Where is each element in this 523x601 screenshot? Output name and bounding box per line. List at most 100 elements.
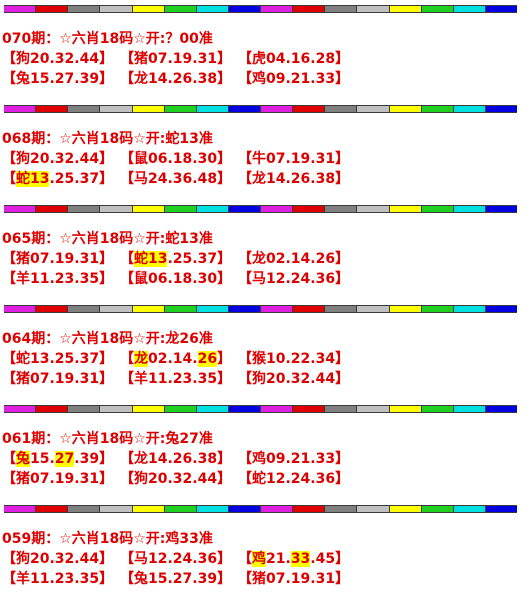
zodiac-numbers-text: 狗20.32.44: [16, 151, 100, 167]
left-bracket: 【: [120, 451, 134, 467]
right-bracket: 】: [335, 251, 350, 267]
zodiac-number-group: 【鸡21.33.45】: [238, 549, 349, 569]
zodiac-numbers-text: 15.: [30, 451, 55, 467]
color-segment: [36, 306, 69, 312]
cell-spacer: [110, 269, 120, 289]
color-segment: [421, 106, 454, 112]
zodiac-row: 【羊11.23.35】 【兔15.27.39】 【猪07.19.31】: [2, 569, 521, 589]
zodiac-numbers-text: 狗20.32.44: [16, 51, 100, 67]
period-block: 068期：☆六肖18码☆开:蛇13准 【狗20.32.44】 【鼠06.18.30】…: [2, 129, 521, 189]
period-title: 070期：☆六肖18码☆开:？00准: [2, 31, 213, 47]
right-bracket: 】: [335, 71, 350, 87]
color-segment: [389, 206, 422, 212]
zodiac-numbers-text: 龙14.26.38: [252, 171, 336, 187]
color-segment: [421, 406, 454, 412]
right-bracket: 】: [99, 271, 114, 287]
left-bracket: 【: [2, 371, 16, 387]
color-segment: [325, 506, 358, 512]
left-bracket: 【: [120, 271, 134, 287]
color-segment: [100, 406, 133, 412]
color-segment: [485, 206, 517, 212]
left-bracket: 【: [2, 451, 16, 467]
color-segment: [164, 406, 197, 412]
color-divider-bar: [4, 105, 517, 113]
left-bracket: 【: [238, 471, 252, 487]
right-bracket: 】: [217, 371, 232, 387]
cell-spacer: [228, 549, 238, 569]
zodiac-numbers-text: 猪07.19.31: [16, 371, 100, 387]
color-segment: [293, 206, 326, 212]
color-segment: [228, 106, 261, 112]
right-bracket: 】: [335, 271, 350, 287]
right-bracket: 】: [335, 51, 350, 67]
color-segment: [453, 406, 486, 412]
period-title: 065期：☆六肖18码☆开:蛇13准: [2, 231, 213, 247]
left-bracket: 【: [2, 51, 16, 67]
color-segment: [228, 506, 261, 512]
color-segment: [228, 6, 261, 12]
zodiac-number-group: 【虎04.16.28】: [238, 49, 350, 69]
left-bracket: 【: [238, 571, 252, 587]
right-bracket: 】: [217, 251, 232, 267]
color-segment: [357, 6, 390, 12]
color-segment: [36, 6, 69, 12]
highlighted-hit-text: 27: [54, 451, 75, 467]
left-bracket: 【: [120, 71, 134, 87]
zodiac-row: 【狗20.32.44】 【猪07.19.31】 【虎04.16.28】: [2, 49, 521, 69]
cell-spacer: [228, 269, 238, 289]
color-segment: [4, 106, 37, 112]
cell-spacer: [110, 569, 120, 589]
zodiac-number-group: 【狗20.32.44】: [2, 49, 113, 69]
period-title: 068期：☆六肖18码☆开:蛇13准: [2, 131, 213, 147]
right-bracket: 】: [217, 551, 232, 567]
zodiac-number-group: 【龙14.26.38】: [120, 449, 231, 469]
color-segment: [261, 6, 294, 12]
left-bracket: 【: [2, 151, 16, 167]
color-segment: [132, 406, 165, 412]
color-segment: [228, 206, 261, 212]
color-segment: [325, 306, 358, 312]
color-segment: [389, 6, 422, 12]
zodiac-number-group: 【蛇12.24.36】: [238, 469, 349, 489]
left-bracket: 【: [120, 351, 134, 367]
right-bracket: 】: [99, 251, 114, 267]
color-segment: [453, 206, 486, 212]
color-segment: [228, 406, 261, 412]
right-bracket: 】: [217, 571, 232, 587]
color-segment: [228, 306, 261, 312]
color-segment: [261, 406, 294, 412]
cell-spacer: [228, 49, 238, 69]
left-bracket: 【: [120, 471, 134, 487]
zodiac-numbers-text: .39: [74, 451, 100, 467]
color-segment: [421, 6, 454, 12]
zodiac-numbers-text: 猪07.19.31: [16, 471, 100, 487]
right-bracket: 】: [335, 351, 350, 367]
right-bracket: 】: [99, 371, 114, 387]
left-bracket: 【: [2, 251, 16, 267]
zodiac-numbers-text: 兔15.27.39: [16, 71, 100, 87]
left-bracket: 【: [238, 171, 252, 187]
right-bracket: 】: [99, 71, 114, 87]
left-bracket: 【: [238, 451, 252, 467]
zodiac-number-group: 【蛇13.25.37】: [2, 169, 113, 189]
zodiac-numbers-text: 兔15.27.39: [134, 571, 218, 587]
color-segment: [100, 206, 133, 212]
cell-spacer: [228, 469, 238, 489]
zodiac-numbers-text: 蛇12.24.36: [252, 471, 336, 487]
zodiac-number-group: 【马24.36.48】: [120, 169, 231, 189]
cell-spacer: [110, 549, 120, 569]
highlighted-hit-text: 26: [197, 351, 218, 367]
zodiac-row: 【猪07.19.31】 【狗20.32.44】 【蛇12.24.36】: [2, 469, 521, 489]
zodiac-number-group: 【鼠06.18.30】: [120, 269, 231, 289]
color-segment: [164, 206, 197, 212]
cell-spacer: [228, 569, 238, 589]
zodiac-number-group: 【猪07.19.31】: [2, 249, 114, 269]
period-block: 061期：☆六肖18码☆开:兔27准 【兔15.27.39】 【龙14.26.38】…: [2, 429, 521, 489]
color-segment: [389, 106, 422, 112]
cell-spacer: [228, 249, 238, 269]
cell-spacer: [228, 169, 238, 189]
color-segment: [100, 506, 133, 512]
color-segment: [100, 6, 133, 12]
color-segment: [357, 506, 390, 512]
zodiac-number-group: 【狗20.32.44】: [2, 149, 113, 169]
